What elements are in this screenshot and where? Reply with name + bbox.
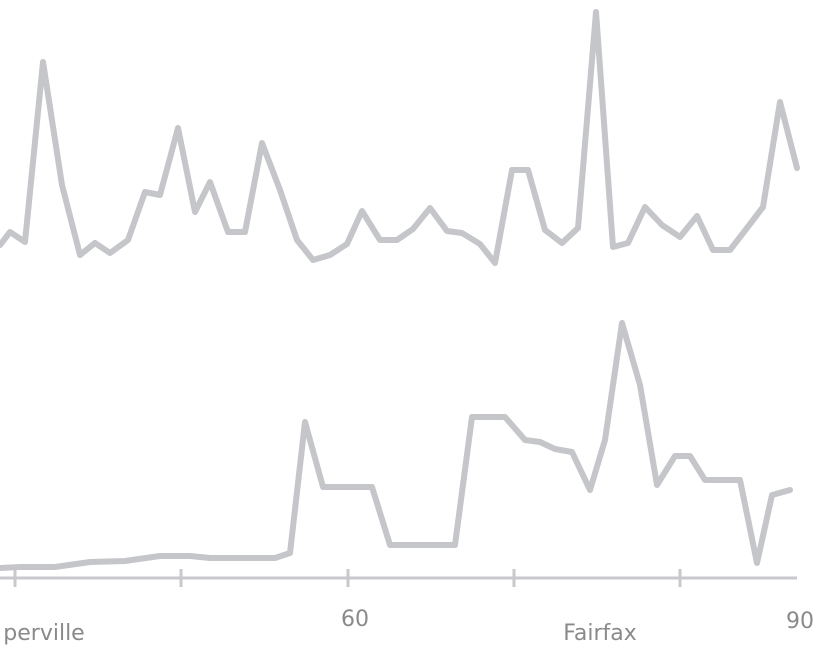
x-tick-label: 90 [786, 609, 814, 634]
x-tick-label: perville [3, 621, 84, 646]
x-tick-label: Fairfax [563, 621, 637, 646]
x-tick-label: 60 [341, 607, 369, 632]
series-line [0, 320, 793, 571]
series-line [0, 9, 800, 266]
